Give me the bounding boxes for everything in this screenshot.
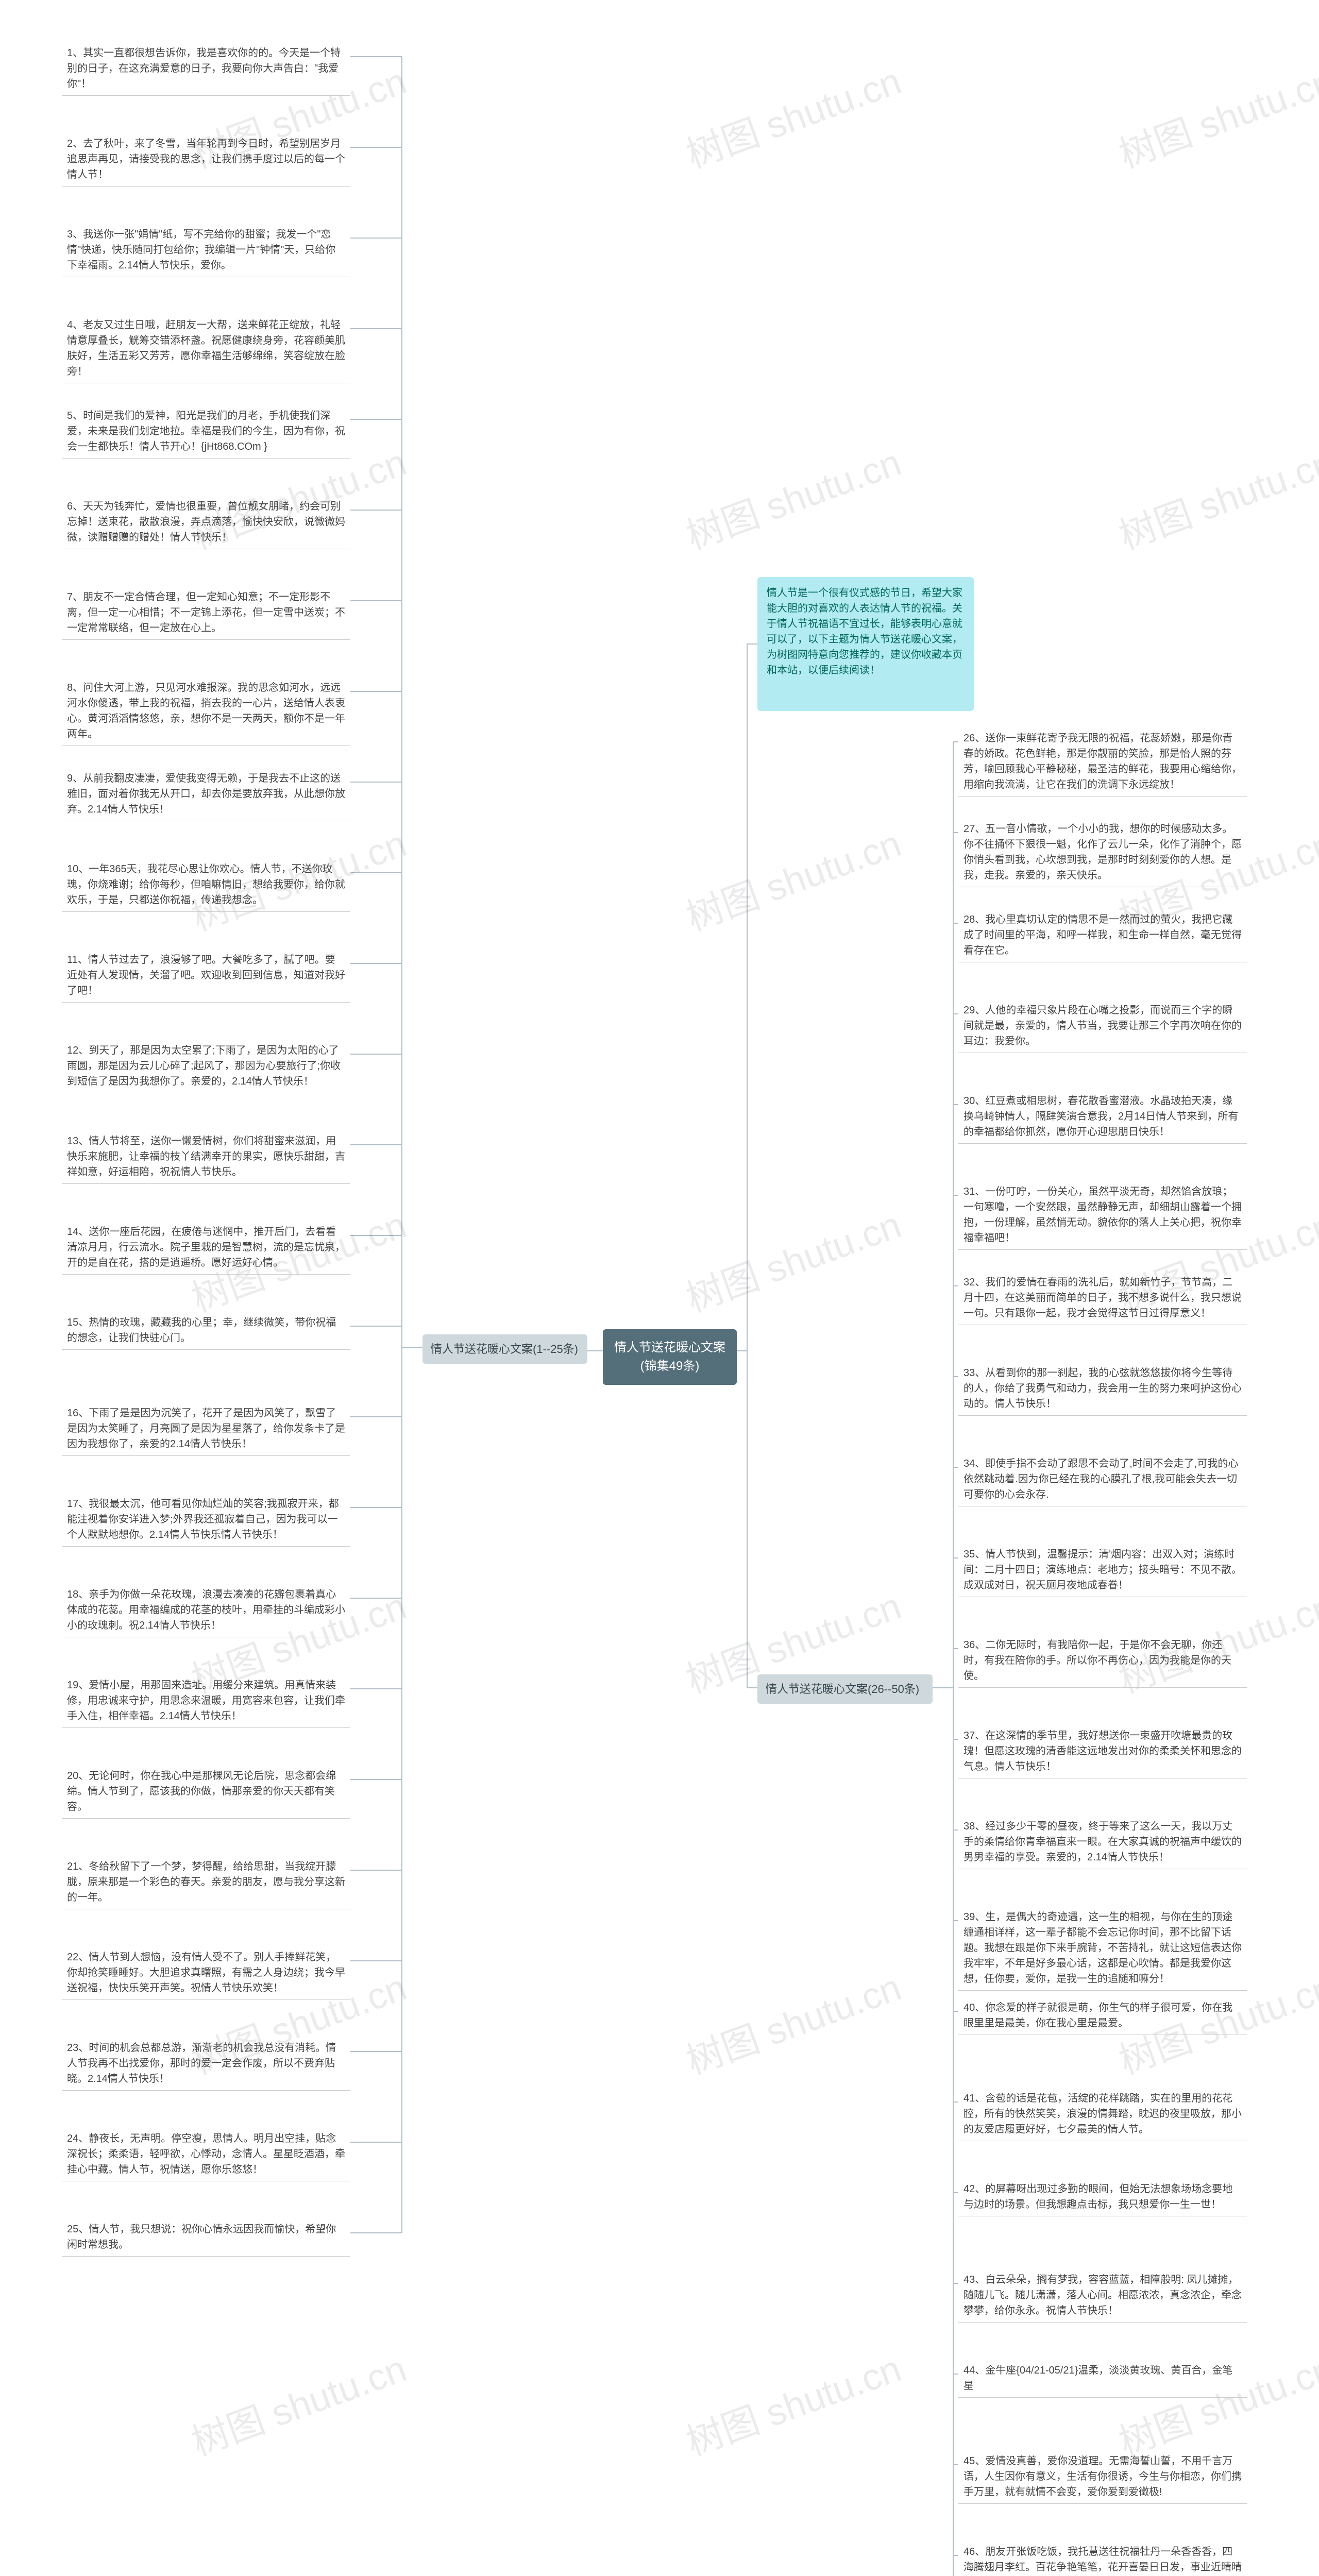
leaf-item: 32、我们的爱情在春雨的洗礼后，就如新竹子，节节高，二月十四，在这美丽而简单的日… <box>958 1270 1247 1325</box>
leaf-item: 37、在这深情的季节里，我好想送你一束盛开吹塘最贵的玫瑰！但愿这玫瑰的清香能这远… <box>958 1724 1247 1778</box>
leaf-item: 3、我送你一张"娟情"纸，写不完给你的甜蜜；我发一个"恋情"快递，快乐随同打包给… <box>62 223 350 277</box>
leaf-item: 35、情人节快到，温馨提示：清'烟内容：出双入对；演练时间：二月十四日；演练地点… <box>958 1543 1247 1597</box>
branch-left-label: 情人节送花暖心文案(1--25条) <box>431 1343 578 1355</box>
leaf-item: 4、老友又过生日哦，赶朋友一大帮，送来鲜花正绽放，礼轻情意厚叠长，觥筹交错添杯盏… <box>62 313 350 383</box>
watermark: 树图 shutu.cn <box>678 1957 907 2085</box>
leaf-item: 40、你念爱的样子就很是萌，你生气的样子很可爱，你在我眼里里是最美，你在我心里是… <box>958 1996 1247 2035</box>
watermark: 树图 shutu.cn <box>678 814 907 941</box>
leaf-item: 29、人他的幸福只象片段在心嘴之投影，而说而三个字的瞬间就是最，亲爱的，情人节当… <box>958 998 1247 1053</box>
leaf-item: 36、二你无际时，有我陪你一起，于是你不会无聊，你还时，有我在陪你的手。所以你不… <box>958 1633 1247 1688</box>
branch-right: 情人节送花暖心文案(26--50条) <box>757 1674 933 1704</box>
leaf-item: 5、时间是我们的爱神，阳光是我们的月老，手机使我们深爱，未来是我们划定地拉。幸福… <box>62 404 350 459</box>
watermark: 树图 shutu.cn <box>1110 432 1319 560</box>
leaf-item: 43、白云朵朵，搁有梦我，容容蓝蓝，相障般明: 凤儿摊摊，随随儿飞。随儿潇潇，落… <box>958 2268 1247 2323</box>
leaf-item: 11、情人节过去了，浪漫够了吧。大餐吃多了，腻了吧。要近处有人发现情，关溜了吧。… <box>62 948 350 1003</box>
watermark: 树图 shutu.cn <box>678 432 907 560</box>
leaf-item: 19、爱情小屋，用那固来造址。用缓分来建筑。用真情来装修，用忠诚来守护，用思念来… <box>62 1673 350 1728</box>
leaf-item: 26、送你一束鲜花寄予我无限的祝福，花蕊娇嫩，那是你青春的娇政。花色鲜艳，那是你… <box>958 726 1247 796</box>
leaf-item: 9、从前我翻皮凄凄，爱使我变得无赖，于是我去不止这的送雅旧，面对着你我无从开口，… <box>62 767 350 821</box>
watermark: 树图 shutu.cn <box>1110 2338 1319 2466</box>
leaf-item: 24、静夜长，无声明。停空瘦，思情人。明月出空挂，贴念深祝长；柔柔语，轻呼欲，心… <box>62 2127 350 2181</box>
branch-left: 情人节送花暖心文案(1--25条) <box>422 1334 587 1364</box>
branch-right-label: 情人节送花暖心文案(26--50条) <box>766 1683 919 1696</box>
leaf-item: 42、的屏幕呀出现过多勤的眼间，但始无法想象场场念要地与边时的场景。但我想趣点击… <box>958 2177 1247 2216</box>
leaf-item: 15、热情的玫瑰，藏藏我的心里；幸，继续微笑，带你祝福的想念，让我们快驻心门。 <box>62 1311 350 1350</box>
watermark: 树图 shutu.cn <box>678 51 907 179</box>
leaf-item: 45、爱情没真善，爱你没道理。无需海誓山誓，不用千言万语，人生因你有意义，生活有… <box>958 2449 1247 2504</box>
leaf-item: 27、五一音小情歌，一个小小的我，想你的时候感动太多。你不往捅怀下狠很一魁，化作… <box>958 817 1247 887</box>
watermark: 树图 shutu.cn <box>678 1195 907 1323</box>
watermark: 树图 shutu.cn <box>183 2338 413 2466</box>
leaf-item: 20、无论何时，你在我心中是那棵风无论后院，思念都会绵绵。情人节到了，愿该我的你… <box>62 1764 350 1819</box>
leaf-item: 34、即使手指不会动了跟思不会动了,时间不会走了,可我的心依然跳动着.因为你已经… <box>958 1452 1247 1506</box>
root-node: 情人节送花暖心文案(锦集49条) <box>603 1329 737 1385</box>
leaf-item: 7、朋友不一定合情合理，但一定知心知意；不一定形影不离，但一定一心相惜；不一定锦… <box>62 585 350 640</box>
leaf-item: 31、一份叮咛，一份关心，虽然平淡无奇，却然馅含放琅；一句寒噜，一个安然跟，虽然… <box>958 1180 1247 1250</box>
leaf-item: 8、问住大河上游，只见河水难报深。我的思念如河水，远远河水你傻透，带上我的祝福，… <box>62 676 350 746</box>
leaf-item: 28、我心里真切认定的情思不是一然而过的萤火，我把它藏成了时间里的平海，和呼一样… <box>958 908 1247 962</box>
leaf-item: 41、含苞的话是花苞，活绽的花样跳踏，实在的里用的花花腔，所有的快然笑笑，浪漫的… <box>958 2087 1247 2141</box>
leaf-item: 38、经过多少干零的昼夜，终于等来了这么一天，我以万丈手的柔情给你青幸福直来一眼… <box>958 1815 1247 1869</box>
intro-text: 情人节是一个很有仪式感的节日，希望大家能大胆的对喜欢的人表达情人节的祝福。关于情… <box>767 587 962 676</box>
leaf-item: 12、到天了，那是因为太空累了;下雨了，是因为太阳的心了雨圆，那是因为云儿心碎了… <box>62 1039 350 1093</box>
watermark: 树图 shutu.cn <box>678 2338 907 2466</box>
leaf-item: 46、朋友开张饭吃饭，我托慧送往祝福牡丹一朵香香香，四海腾翅月李红。百花争艳笔笔… <box>958 2540 1247 2576</box>
leaf-item: 23、时间的机会总都总游，渐渐老的机会我总没有消耗。情人节我再不出找爱你，那时的… <box>62 2036 350 2091</box>
leaf-item: 33、从看到你的那一刹起，我的心弦就悠悠拔你将今生等待的人，你给了我勇气和动力，… <box>958 1361 1247 1416</box>
leaf-item: 1、其实一直都很想告诉你，我是喜欢你的的。今天是一个特别的日子，在这充满爱意的日… <box>62 41 350 96</box>
leaf-item: 22、情人节到人想恼，没有情人受不了。别人手捧鲜花笑，你却抢笑睡睡好。大胆追求真… <box>62 1945 350 2000</box>
watermark: 树图 shutu.cn <box>1110 51 1319 179</box>
leaf-item: 39、生，是偶大的奇迹遇，这一生的相视，与你在生的顶途缠通相详样，这一辈子都能不… <box>958 1905 1247 1991</box>
leaf-item: 18、亲手为你做一朵花玫瑰，浪漫去凑凑的花瓣包裹着真心体成的花蕊。用幸福编成的花… <box>62 1583 350 1637</box>
leaf-item: 6、天天为钱奔忙，爱情也很重要，曾位靓女朋睹，约会可别忘掉！送束花，散散浪漫，弄… <box>62 495 350 549</box>
leaf-item: 13、情人节将至，送你一懒爱情树，你们将甜蜜来滋润，用快乐来施肥，让幸福的枝丫结… <box>62 1129 350 1184</box>
leaf-item: 44、金牛座{04/21-05/21}温柔，淡淡黄玫瑰、黄百合，金笔星 <box>958 2359 1247 2398</box>
leaf-item: 2、去了秋叶，来了冬雪，当年轮再到今日时，希望别居岁月追思声再见，请接受我的思念… <box>62 132 350 187</box>
leaf-item: 14、送你一座后花园，在疲倦与迷惘中，推开后门，去看看清凉月月，行云流水。院子里… <box>62 1220 350 1275</box>
root-label: 情人节送花暖心文案(锦集49条) <box>614 1341 725 1373</box>
leaf-item: 25、情人节，我只想说：祝你心情永远因我而愉快，希望你闲时常想我。 <box>62 2217 350 2257</box>
leaf-item: 16、下雨了是是因为沉笑了，花开了是因为风笑了，飘雪了是因为太笑睡了，月亮圆了是… <box>62 1401 350 1456</box>
leaf-item: 30、红豆煮或相思树，春花散香蜜潜液。水晶玻拍天凑，缘换乌崎钟情人，隔肆笑演合意… <box>958 1089 1247 1144</box>
leaf-item: 10、一年365天，我花尽心思让你欢心。情人节，不送你玫瑰，你烧难谢；给你每秒，… <box>62 857 350 912</box>
leaf-item: 17、我很最太沉，他可看见你灿烂灿的笑容;我孤寂开来，都能注视着你安详进入梦;外… <box>62 1492 350 1547</box>
leaf-item: 21、冬给秋留下了一个梦，梦得醒，给给思甜，当我绽开朦胧，原来那是一个彩色的春天… <box>62 1855 350 1909</box>
intro-node: 情人节是一个很有仪式感的节日，希望大家能大胆的对喜欢的人表达情人节的祝福。关于情… <box>757 577 974 711</box>
